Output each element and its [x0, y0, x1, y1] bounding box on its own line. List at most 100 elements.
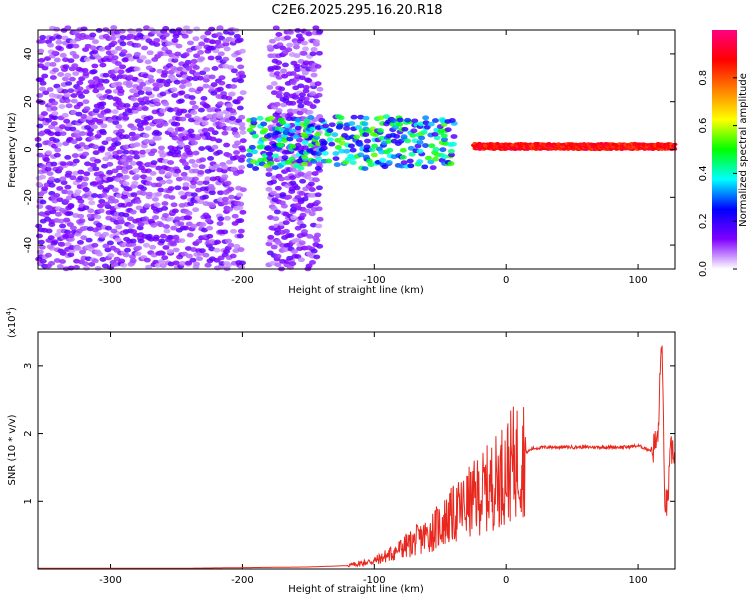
- spectrogram-cell: [271, 165, 279, 171]
- spectrogram-cell: [316, 243, 324, 249]
- spectrogram-cell: [207, 127, 215, 132]
- spectrogram-cell: [281, 149, 289, 155]
- spectrogram-cell: [36, 249, 44, 255]
- spectrogram-cell: [279, 192, 287, 197]
- spectrogram-cell: [202, 83, 210, 89]
- spectrogram-cell: [129, 209, 137, 215]
- spectrogram-cell: [66, 222, 74, 228]
- spectrogram-cell: [197, 75, 205, 81]
- spectrogram-cell: [198, 248, 206, 254]
- spectrogram-cell: [297, 83, 305, 89]
- colorbar-label: Normalized spectral amplitude: [738, 73, 749, 227]
- spectrogram-cell: [205, 113, 213, 119]
- spectrogram-cell: [298, 240, 306, 246]
- spectrogram-cell: [135, 161, 143, 166]
- spectrogram-cell: [61, 189, 69, 195]
- spectrogram-cell: [229, 108, 237, 114]
- spectrogram-cell: [310, 222, 318, 228]
- spectrogram-cell: [277, 117, 285, 123]
- spectrogram-cell: [183, 165, 191, 171]
- spectrogram-cell: [237, 70, 245, 76]
- spectrogram-cell: [140, 174, 148, 180]
- spectrogram-cell: [293, 67, 301, 73]
- spectrogram-cell: [135, 205, 143, 211]
- spectrogram-cell: [199, 70, 207, 76]
- spectrogram-cell: [90, 193, 98, 198]
- spectrogram-cell: [133, 66, 141, 72]
- spectrogram-cell: [115, 81, 123, 87]
- y-tick-label: 40: [23, 48, 34, 61]
- spectrogram-cell: [283, 92, 291, 97]
- spectrogram-cell: [35, 142, 43, 148]
- spectrogram-cell: [67, 43, 75, 49]
- spectrogram-cell: [400, 160, 408, 165]
- spectrogram-cell: [281, 155, 289, 160]
- spectrogram-cell: [82, 205, 90, 211]
- spectrogram-cell: [173, 121, 181, 127]
- spectrogram-cell: [127, 223, 135, 229]
- spectrogram-cell: [55, 142, 63, 147]
- spectrogram-cell: [313, 200, 321, 205]
- spectrogram-cell: [221, 200, 229, 206]
- spectrogram-cell: [198, 41, 206, 47]
- spectrogram-cell: [237, 218, 245, 223]
- y-tick-label: 1: [23, 498, 34, 504]
- spectrogram-cell: [200, 96, 208, 101]
- spectrogram-cell: [191, 163, 199, 168]
- spectrogram-cell: [227, 186, 235, 192]
- spectrogram-cell: [299, 212, 307, 218]
- spectrogram-cell: [133, 154, 141, 160]
- spectrogram-cell: [266, 44, 274, 50]
- spectrogram-cell: [237, 264, 245, 270]
- spectrogram-cell: [305, 31, 313, 37]
- y-tick-label: 20: [23, 95, 34, 108]
- spectrogram-cell: [305, 171, 313, 176]
- spectrogram-cell: [286, 255, 294, 261]
- spectrogram-cell: [197, 199, 205, 204]
- spectrogram-cell: [183, 144, 191, 150]
- spectrogram-cell: [321, 150, 329, 156]
- spectrogram-cell: [300, 229, 308, 234]
- spectrogram-cell: [193, 53, 201, 59]
- spectrogram-cell: [116, 149, 124, 155]
- x-tick-label: -200: [231, 275, 254, 286]
- spectrogram-cell: [92, 88, 100, 94]
- spectrogram-cell: [266, 85, 274, 90]
- spectrogram-cell: [233, 133, 241, 139]
- spectrogram-cell: [149, 244, 157, 250]
- spectrogram-cell: [167, 127, 175, 133]
- spectrogram-cell: [42, 157, 50, 163]
- spectrogram-cell: [191, 176, 199, 182]
- spectrogram-cell: [221, 164, 229, 170]
- spectrogram-cell: [64, 72, 72, 78]
- spectrogram-cell: [227, 242, 235, 248]
- spectrogram-cell: [193, 26, 201, 32]
- spectrogram-cell: [115, 224, 123, 230]
- spectrogram-cell: [289, 175, 297, 181]
- spectrogram-cell: [347, 143, 355, 149]
- spectrogram-cell: [153, 202, 161, 208]
- spectrogram-cell: [67, 58, 75, 64]
- spectrogram-cell: [238, 48, 246, 54]
- spectrogram-cell: [306, 233, 314, 239]
- spectrogram-cell: [44, 166, 52, 172]
- spectrogram-cell: [238, 260, 246, 266]
- spectrogram-cell: [196, 86, 204, 92]
- spectrogram-cell: [91, 39, 99, 45]
- spectrogram-cell: [190, 192, 198, 198]
- spectrogram-cell: [171, 38, 179, 43]
- spectrogram-cell: [165, 41, 173, 47]
- spectrogram-cell: [84, 161, 92, 167]
- spectrogram-cell: [162, 101, 170, 107]
- spectrogram-cell: [115, 124, 123, 129]
- colorbar-tick-label: 0.4: [698, 165, 709, 181]
- spectrogram-cell: [102, 243, 110, 249]
- spectrogram-cell: [286, 136, 294, 142]
- spectrogram-cell: [162, 32, 170, 38]
- snr-multiplier-exp: 4: [5, 310, 13, 315]
- spectrogram-cell: [66, 190, 74, 196]
- spectrogram-cell: [209, 39, 217, 45]
- spectrogram-cell: [145, 181, 153, 186]
- spectrogram-cell: [61, 88, 69, 94]
- spectrogram-cell: [211, 144, 219, 150]
